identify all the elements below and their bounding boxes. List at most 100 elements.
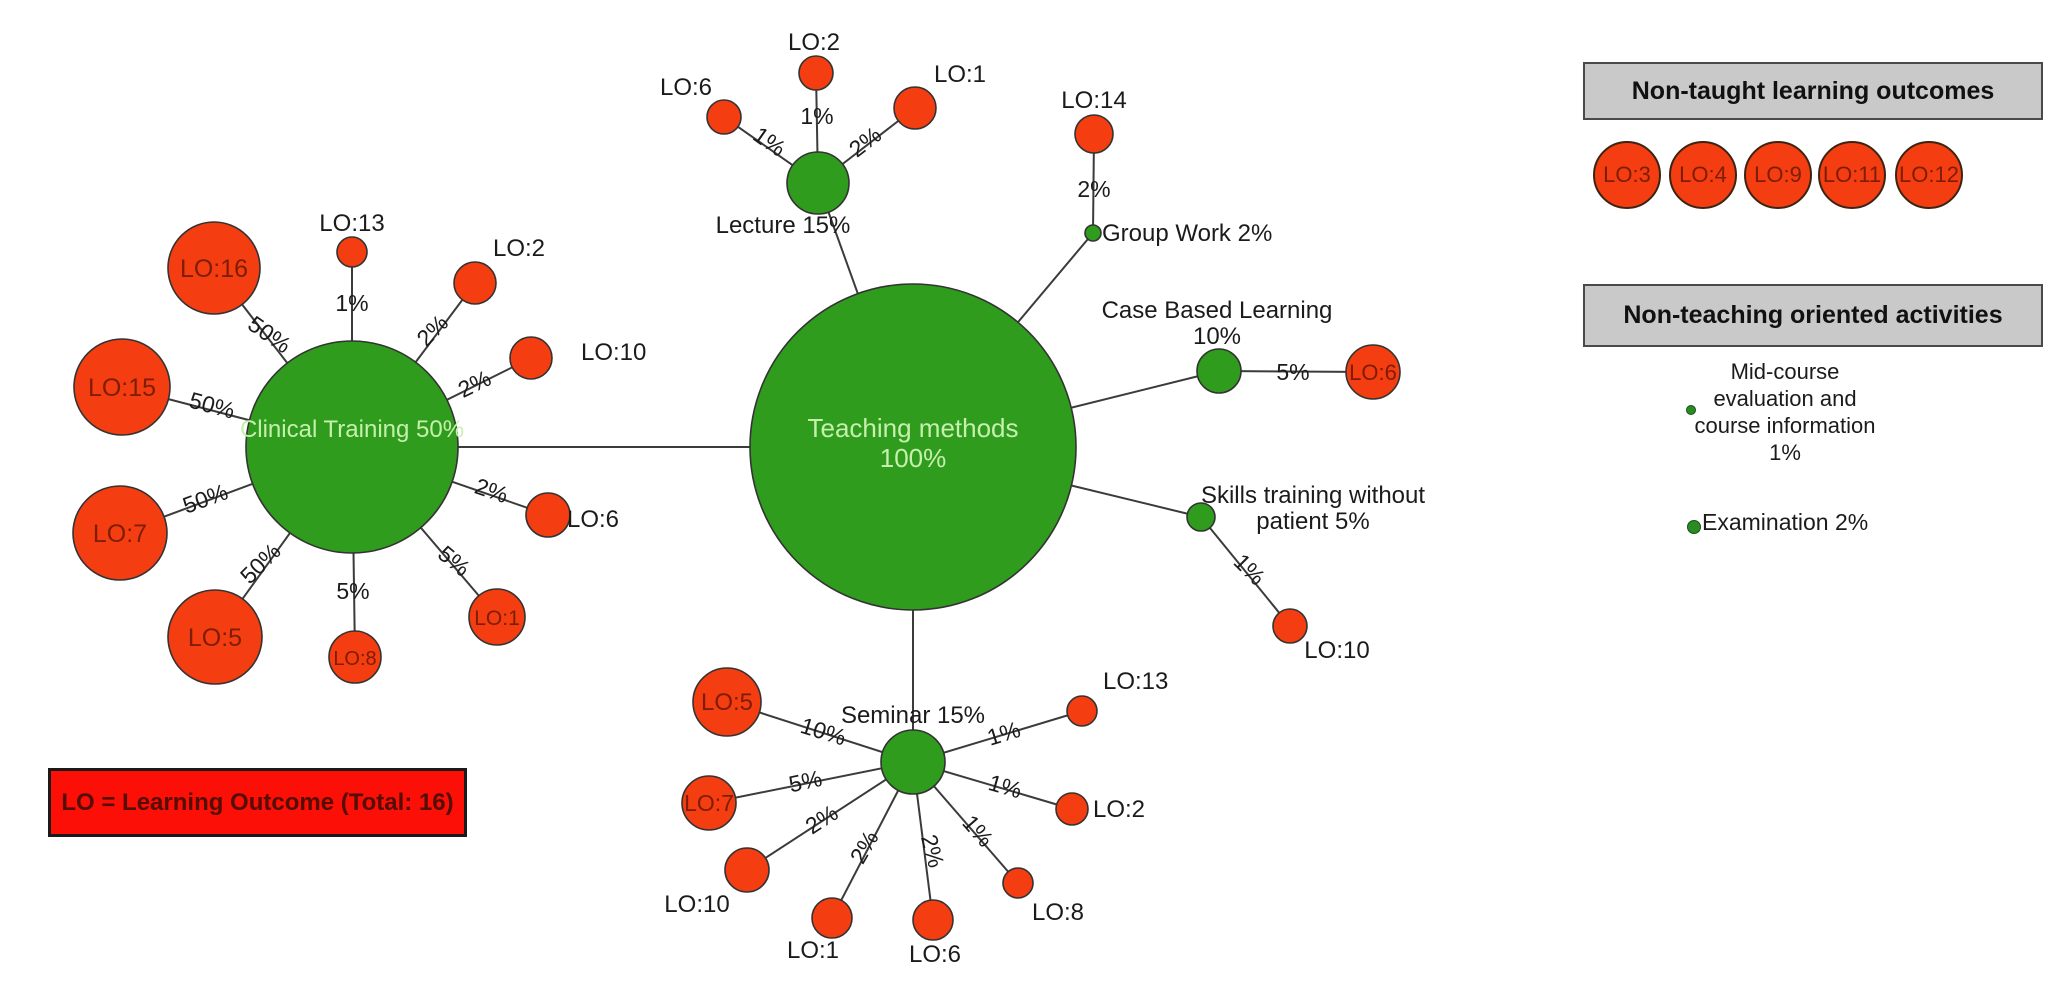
- node-clinical-lo10: [509, 336, 553, 380]
- clinical-lo6-label: LO:6: [567, 506, 619, 533]
- edge-label-case-lo6: 5%: [1276, 359, 1309, 385]
- clinical-lo2-label: LO:2: [493, 235, 545, 262]
- node-clinical-lo8: [328, 630, 382, 684]
- edge-label-seminar-lo1: 2%: [845, 826, 884, 868]
- edge-label-seminar-lo13: 1%: [984, 716, 1023, 751]
- legend-lo9-circle: LO:9: [1744, 141, 1812, 209]
- node-seminar-lo5: [692, 667, 762, 737]
- edge-label-clinical-lo15: 50%: [186, 387, 237, 424]
- legend-lo12-label: LO:12: [1899, 162, 1959, 187]
- node-clinical-lo1: [468, 588, 526, 646]
- node-lecture-lo1: [893, 86, 937, 130]
- case-lo6-text: LO:6: [1349, 360, 1397, 385]
- legend-lo4-circle: LO:4: [1669, 141, 1737, 209]
- seminar-lo7-text: LO:7: [684, 790, 734, 816]
- edge: [1200, 516, 1291, 627]
- clinical-lo8-text: LO:8: [333, 648, 376, 670]
- node-clinical-lo5: [167, 589, 263, 685]
- edge-label-seminar-lo7: 5%: [786, 765, 824, 797]
- legend-non-taught-box: Non-taught learning outcomes: [1583, 62, 2043, 120]
- case-based-label: Case Based Learning 10%: [1102, 297, 1333, 350]
- node-lecture: [786, 151, 850, 215]
- node-clinical-lo7: [72, 485, 168, 581]
- seminar-label: Seminar 15%: [841, 702, 985, 729]
- edge-label-clinical-lo5: 50%: [235, 538, 286, 589]
- node-seminar-lo8: [1002, 867, 1034, 899]
- node-clinical-lo16: [167, 221, 261, 315]
- legend-non-teaching-title: Non-teaching oriented activities: [1623, 301, 2003, 329]
- mid-course-entry: Mid-course evaluation and course informa…: [1694, 359, 1876, 465]
- edge-label-lecture-lo6: 1%: [749, 121, 791, 161]
- clinical-training-label: Clinical Training 50%: [240, 416, 464, 443]
- lo14-label: LO:14: [1061, 87, 1126, 114]
- node-lecture-lo2: [798, 55, 834, 91]
- node-seminar-lo2: [1055, 792, 1089, 826]
- edge-label-lecture-lo1: 2%: [844, 121, 886, 162]
- node-groupwork-lo14: [1074, 114, 1114, 154]
- node-skills-training: [1186, 502, 1216, 532]
- node-seminar-lo13: [1066, 695, 1098, 727]
- edge: [746, 761, 914, 871]
- seminar-lo13-label: LO:13: [1103, 668, 1168, 695]
- legend-lo9-label: LO:9: [1754, 162, 1802, 187]
- edge-label-lecture-lo2: 1%: [800, 103, 833, 129]
- edge-label-clinical-lo8: 5%: [336, 578, 369, 604]
- seminar-lo5-text: LO:5: [701, 689, 753, 716]
- group-work-label: Group Work 2%: [1102, 220, 1272, 247]
- legend-lo4-label: LO:4: [1679, 162, 1727, 187]
- skills-lo10-label: LO:10: [1304, 637, 1369, 664]
- clinical-lo5-text: LO:5: [188, 624, 242, 652]
- lecture-lo1-label: LO:1: [934, 61, 986, 88]
- node-seminar-lo1: [811, 897, 853, 939]
- node-skills-lo10: [1272, 608, 1308, 644]
- edge: [708, 761, 914, 804]
- edge-label-seminar-lo10: 2%: [801, 799, 843, 839]
- clinical-lo10-label: LO:10: [581, 339, 646, 366]
- mid-course-dot-icon: [1686, 405, 1696, 415]
- lecture-lo2-label: LO:2: [788, 29, 840, 56]
- seminar-lo10-label: LO:10: [664, 891, 729, 918]
- node-seminar-lo7: [681, 775, 737, 831]
- teaching-methods-label: Teaching methods 100%: [807, 413, 1018, 473]
- legend-lo3-label: LO:3: [1603, 162, 1651, 187]
- node-seminar: [880, 729, 946, 795]
- clinical-lo16-text: LO:16: [180, 255, 248, 283]
- legend-lo11-circle: LO:11: [1818, 141, 1886, 209]
- seminar-lo2-label: LO:2: [1093, 796, 1145, 823]
- clinical-lo13-label: LO:13: [319, 210, 384, 237]
- edge-label-groupwork-lo14: 2%: [1077, 176, 1110, 202]
- examination-entry: Examination 2%: [1702, 509, 1869, 535]
- legend-non-teaching-box: Non-teaching oriented activities: [1583, 284, 2043, 347]
- clinical-lo7-text: LO:7: [93, 520, 147, 548]
- legend-lo11-label: LO:11: [1822, 162, 1882, 187]
- node-clinical-lo6: [525, 492, 571, 538]
- node-seminar-lo10: [724, 847, 770, 893]
- lecture-label: Lecture 15%: [716, 212, 851, 239]
- lo-note-box: LO = Learning Outcome (Total: 16): [48, 768, 467, 837]
- clinical-lo15-text: LO:15: [88, 374, 156, 402]
- legend-lo3-circle: LO:3: [1593, 141, 1661, 209]
- edge-label-seminar-lo8: 1%: [957, 810, 998, 852]
- lecture-lo6-label: LO:6: [660, 74, 712, 101]
- edge-label-clinical-lo13: 1%: [335, 290, 368, 316]
- node-clinical-lo15: [73, 338, 171, 436]
- legend-lo12-circle: LO:12: [1895, 141, 1963, 209]
- seminar-lo1-label: LO:1: [787, 937, 839, 964]
- node-clinical-lo2: [453, 261, 497, 305]
- lo-note-text: LO = Learning Outcome (Total: 16): [61, 788, 454, 816]
- edge-label-clinical-lo2: 2%: [411, 309, 453, 351]
- node-case-based-learning: [1196, 348, 1242, 394]
- node-case-lo6: [1345, 344, 1401, 400]
- seminar-lo6-label: LO:6: [909, 941, 961, 968]
- edge-label-clinical-lo1: 5%: [433, 540, 475, 581]
- edge-label-clinical-lo7: 50%: [179, 478, 231, 518]
- skills-label: Skills training without patient 5%: [1201, 482, 1425, 535]
- legend-non-taught-title: Non-taught learning outcomes: [1631, 76, 1995, 105]
- edge-label-clinical-lo10: 2%: [454, 365, 495, 403]
- clinical-lo1-text: LO:1: [474, 607, 520, 630]
- node-teaching-methods: [749, 283, 1077, 611]
- edge-label-clinical-lo6: 2%: [472, 473, 512, 508]
- edge-label-seminar-lo6: 2%: [916, 832, 950, 871]
